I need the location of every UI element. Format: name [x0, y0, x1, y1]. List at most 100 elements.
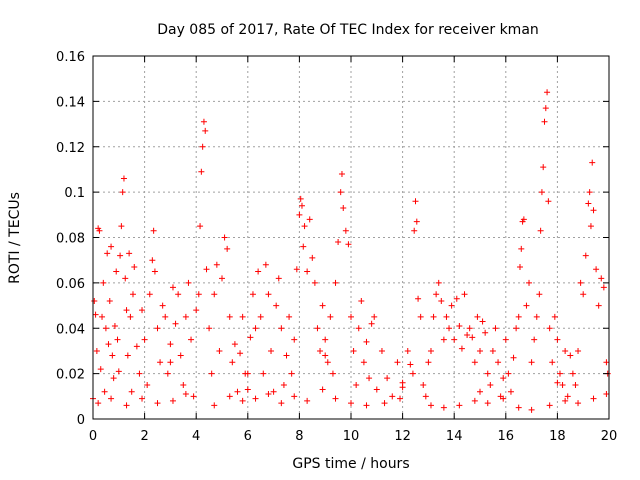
- data-point: [384, 375, 391, 382]
- data-point: [157, 359, 164, 366]
- data-point: [109, 352, 116, 359]
- data-point: [342, 227, 349, 234]
- data-point: [304, 397, 311, 404]
- data-point: [206, 325, 213, 332]
- data-point: [598, 275, 605, 282]
- data-point: [474, 313, 481, 320]
- data-point: [440, 336, 447, 343]
- data-point: [495, 359, 502, 366]
- data-point: [182, 313, 189, 320]
- data-point: [296, 211, 303, 218]
- data-point: [106, 298, 113, 305]
- data-point: [595, 302, 602, 309]
- data-point: [580, 291, 587, 298]
- data-point: [162, 313, 169, 320]
- data-point: [114, 336, 121, 343]
- data-point: [288, 370, 295, 377]
- data-point: [118, 223, 125, 230]
- data-point: [340, 205, 347, 212]
- data-point: [540, 164, 547, 171]
- data-point: [507, 388, 514, 395]
- data-point: [456, 402, 463, 409]
- data-point: [278, 400, 285, 407]
- data-point: [270, 388, 277, 395]
- data-point: [219, 275, 225, 282]
- data-points: [90, 89, 611, 413]
- data-point: [123, 402, 130, 409]
- data-point: [446, 325, 453, 332]
- data-point: [136, 370, 143, 377]
- data-point: [101, 388, 108, 395]
- data-point: [239, 313, 246, 320]
- data-point: [526, 279, 533, 286]
- data-point: [110, 375, 117, 382]
- x-tick-label: 2: [140, 429, 148, 444]
- data-point: [317, 347, 324, 354]
- x-tick-label: 6: [244, 429, 252, 444]
- data-point: [280, 381, 287, 388]
- data-point: [505, 370, 512, 377]
- data-point: [255, 268, 262, 275]
- data-point: [562, 347, 569, 354]
- data-point: [412, 198, 419, 205]
- data-point: [262, 261, 269, 268]
- data-point: [100, 279, 107, 286]
- data-point: [471, 397, 478, 404]
- data-point: [518, 245, 525, 252]
- data-point: [252, 395, 259, 402]
- data-point: [304, 268, 311, 275]
- data-point: [528, 359, 535, 366]
- data-point: [95, 400, 102, 407]
- data-point: [586, 189, 593, 196]
- data-point: [300, 243, 307, 250]
- data-point: [117, 252, 124, 259]
- y-tick-label: 0.06: [56, 277, 85, 292]
- data-point: [417, 313, 424, 320]
- data-point: [297, 195, 304, 202]
- data-point: [216, 347, 223, 354]
- data-point: [411, 227, 418, 234]
- data-point: [311, 279, 318, 286]
- data-point: [353, 381, 360, 388]
- data-point: [169, 397, 176, 404]
- data-point: [554, 379, 561, 386]
- data-point: [211, 402, 218, 409]
- data-point: [111, 322, 118, 329]
- data-point: [247, 334, 254, 341]
- data-point: [443, 313, 450, 320]
- data-point: [293, 266, 300, 273]
- data-point: [329, 370, 336, 377]
- data-point: [154, 400, 161, 407]
- chart-title: Day 085 of 2017, Rate Of TEC Index for r…: [157, 22, 539, 38]
- data-point: [541, 118, 548, 125]
- data-point: [551, 313, 558, 320]
- data-point: [332, 395, 339, 402]
- data-point: [572, 381, 579, 388]
- data-point: [554, 336, 561, 343]
- x-tick-label: 16: [498, 429, 515, 444]
- data-point: [229, 359, 236, 366]
- data-point: [358, 298, 365, 305]
- data-point: [556, 370, 563, 377]
- data-point: [363, 402, 370, 409]
- data-point: [172, 320, 179, 327]
- data-point: [427, 402, 434, 409]
- y-tick-label: 0.14: [56, 95, 85, 110]
- data-point: [466, 325, 473, 332]
- data-point: [461, 291, 468, 298]
- data-point: [319, 302, 326, 309]
- data-point: [149, 257, 156, 264]
- y-tick-label: 0.16: [56, 50, 85, 65]
- data-point: [345, 241, 352, 248]
- y-tick-label: 0.02: [56, 368, 85, 383]
- data-point: [337, 189, 344, 196]
- data-point: [510, 354, 517, 361]
- data-point: [203, 266, 210, 273]
- data-point: [484, 400, 491, 407]
- data-point: [381, 400, 388, 407]
- y-axis-label: ROTI / TECUs: [7, 192, 23, 284]
- data-point: [120, 175, 127, 182]
- data-point: [139, 395, 146, 402]
- data-point: [193, 307, 200, 314]
